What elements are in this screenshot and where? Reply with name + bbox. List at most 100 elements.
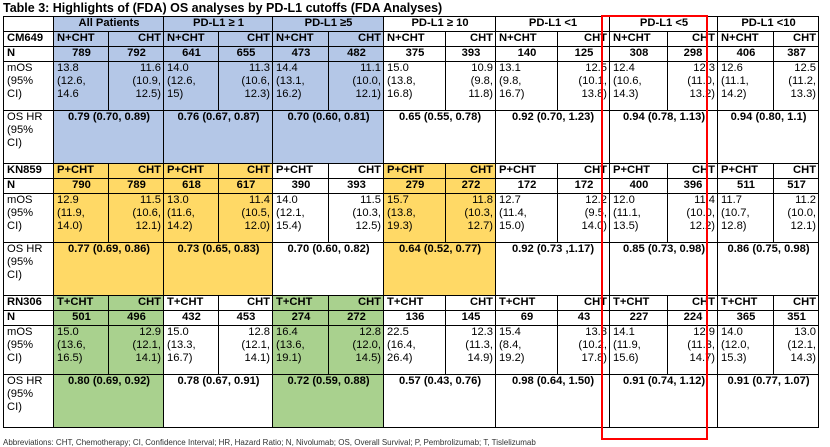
median-os-cell: 14.4 (13.1, 16.2)	[272, 61, 329, 111]
arm-header: P+CHT	[53, 163, 109, 179]
sample-size-cell: 272	[327, 310, 385, 326]
median-os-cell: 11.4 (10.5, 12.0)	[218, 193, 273, 243]
arm-header: CHT	[667, 295, 719, 311]
sample-size-cell: 145	[445, 310, 497, 326]
sample-size-cell: 792	[108, 46, 164, 62]
median-os-cell: 12.5 (10.1, 13.8)	[557, 61, 611, 111]
sample-size-cell: 279	[383, 178, 447, 194]
median-os-cell: 12.0 (11.1, 13.5)	[609, 193, 669, 243]
hazard-ratio-cell: 0.70 (0.60, 0.82)	[271, 242, 385, 296]
arm-header: T+CHT	[163, 295, 219, 311]
column-header-pd-l1-lt-1: PD-L1 <1	[495, 16, 611, 32]
hazard-ratio-cell: 0.92 (0.73 ,1.17)	[495, 242, 611, 296]
hazard-ratio-cell: 0.79 (0.70, 0.89)	[53, 110, 164, 164]
sample-size-cell: 365	[717, 310, 775, 326]
trial-name: CM649	[3, 31, 54, 47]
arm-header: CHT	[218, 163, 273, 179]
hazard-ratio-cell: 0.92 (0.70, 1.23)	[495, 110, 611, 164]
trial-name: KN859	[3, 163, 54, 179]
arm-header: P+CHT	[272, 163, 329, 179]
median-os-cell: 12.9 (12.1, 14.1)	[108, 325, 164, 375]
hazard-ratio-row: OS HR (95% CI) 0.79 (0.70, 0.89) 0.76 (0.6…	[3, 110, 820, 164]
sample-size-cell: 501	[53, 310, 109, 326]
arm-header: T+CHT	[609, 295, 669, 311]
sample-size-cell: 387	[773, 46, 820, 62]
arm-header: T+CHT	[53, 295, 109, 311]
hazard-ratio-cell: 0.76 (0.67, 0.87)	[163, 110, 273, 164]
hazard-ratio-cell: 0.78 (0.67, 0.91)	[163, 374, 273, 428]
trial-arms-row: RN306 T+CHT CHT T+CHT CHT T+CHT CHT T+CHT CHT T+C…	[3, 295, 820, 311]
hazard-ratio-cell: 0.94 (0.80, 1.1)	[717, 110, 820, 164]
median-os-cell: 13.1 (9.8, 16.7)	[495, 61, 559, 111]
arm-header: CHT	[327, 295, 385, 311]
row-label-hr: OS HR (95% CI)	[3, 374, 54, 428]
row-label-n: N	[3, 46, 54, 62]
arm-header: CHT	[773, 295, 820, 311]
hazard-ratio-row: OS HR (95% CI) 0.77 (0.69, 0.86) 0.73 (0.6…	[3, 242, 820, 296]
arm-header: CHT	[445, 163, 497, 179]
median-os-row: mOS (95% CI) 12.9 (11.9, 14.0) 11.5 (10.6,…	[3, 193, 820, 243]
arm-header: P+CHT	[717, 163, 775, 179]
sample-size-cell: 224	[667, 310, 719, 326]
median-os-cell: 15.0 (13.6, 16.5)	[53, 325, 109, 375]
sample-size-cell: 351	[773, 310, 820, 326]
arm-header: P+CHT	[163, 163, 219, 179]
median-os-cell: 13.0 (12.1, 14.3)	[773, 325, 820, 375]
hazard-ratio-cell: 0.91 (0.77, 1.07)	[717, 374, 820, 428]
arm-header: CHT	[327, 163, 385, 179]
hazard-ratio-cell: 0.98 (0.64, 1.50)	[495, 374, 611, 428]
median-os-cell: 12.8 (12.0, 14.5)	[327, 325, 385, 375]
arm-header: CHT	[218, 295, 273, 311]
arm-header: P+CHT	[495, 163, 559, 179]
sample-size-cell: 375	[383, 46, 447, 62]
sample-size-cell: 136	[383, 310, 447, 326]
arm-header: CHT	[108, 163, 164, 179]
sample-size-cell: 393	[445, 46, 497, 62]
median-os-cell: 15.0 (13.8, 16.8)	[383, 61, 447, 111]
arm-header: CHT	[773, 163, 820, 179]
hazard-ratio-cell: 0.65 (0.55, 0.78)	[383, 110, 497, 164]
sample-size-cell: 298	[667, 46, 719, 62]
arm-header: T+CHT	[272, 295, 329, 311]
arm-header: CHT	[218, 31, 273, 47]
median-os-cell: 13.8 (10.2, 17.8)	[557, 325, 611, 375]
sample-size-cell: 406	[717, 46, 775, 62]
hazard-ratio-cell: 0.64 (0.52, 0.77)	[383, 242, 497, 296]
sample-size-cell: 790	[53, 178, 109, 194]
arm-header: N+CHT	[495, 31, 559, 47]
row-label-hr: OS HR (95% CI)	[3, 242, 54, 296]
sample-size-cell: 432	[163, 310, 219, 326]
sample-size-cell: 655	[218, 46, 273, 62]
sample-size-cell: 393	[327, 178, 385, 194]
median-os-row: mOS (95% CI) 13.8 (12.6, 14.6 11.6 (10.9, …	[3, 61, 820, 111]
hazard-ratio-cell: 0.91 (0.74, 1.12)	[609, 374, 719, 428]
arm-header: CHT	[667, 163, 719, 179]
median-os-cell: 12.2 (9.5, 14.0)	[557, 193, 611, 243]
sample-size-cell: 396	[667, 178, 719, 194]
sample-size-cell: 227	[609, 310, 669, 326]
median-os-cell: 14.1 (11.9, 15.6)	[609, 325, 669, 375]
hazard-ratio-cell: 0.86 (0.75, 0.98)	[717, 242, 820, 296]
median-os-cell: 12.5 (11.2, 13.3)	[773, 61, 820, 111]
trial-arms-row: KN859 P+CHT CHT P+CHT CHT P+CHT CHT P+CHT CHT P+C…	[3, 163, 820, 179]
sample-size-cell: 617	[218, 178, 273, 194]
hazard-ratio-cell: 0.72 (0.59, 0.88)	[271, 374, 385, 428]
arm-header: N+CHT	[272, 31, 329, 47]
arm-header: CHT	[108, 295, 164, 311]
median-os-cell: 11.6 (10.9, 12.5)	[108, 61, 164, 111]
median-os-cell: 12.9 (11.3, 14.7)	[667, 325, 719, 375]
sample-size-cell: 453	[218, 310, 273, 326]
row-label-n: N	[3, 178, 54, 194]
sample-size-cell: 789	[108, 178, 164, 194]
median-os-cell: 16.4 (13.6, 19.1)	[272, 325, 329, 375]
arm-header: N+CHT	[609, 31, 669, 47]
column-header-pd-l1-lt-5: PD-L1 <5	[609, 16, 719, 32]
median-os-cell: 12.8 (12.1, 14.1)	[218, 325, 273, 375]
arm-header: CHT	[557, 295, 611, 311]
median-os-cell: 10.9 (9.8, 11.8)	[445, 61, 497, 111]
median-os-cell: 11.7 (10.7, 12.8)	[717, 193, 775, 243]
arm-header: CHT	[327, 31, 385, 47]
sample-size-row: N 789 792 641 655 473 482 375 393 140 125 308 298 406…	[3, 46, 820, 62]
arm-header: T+CHT	[495, 295, 559, 311]
arm-header: N+CHT	[163, 31, 219, 47]
